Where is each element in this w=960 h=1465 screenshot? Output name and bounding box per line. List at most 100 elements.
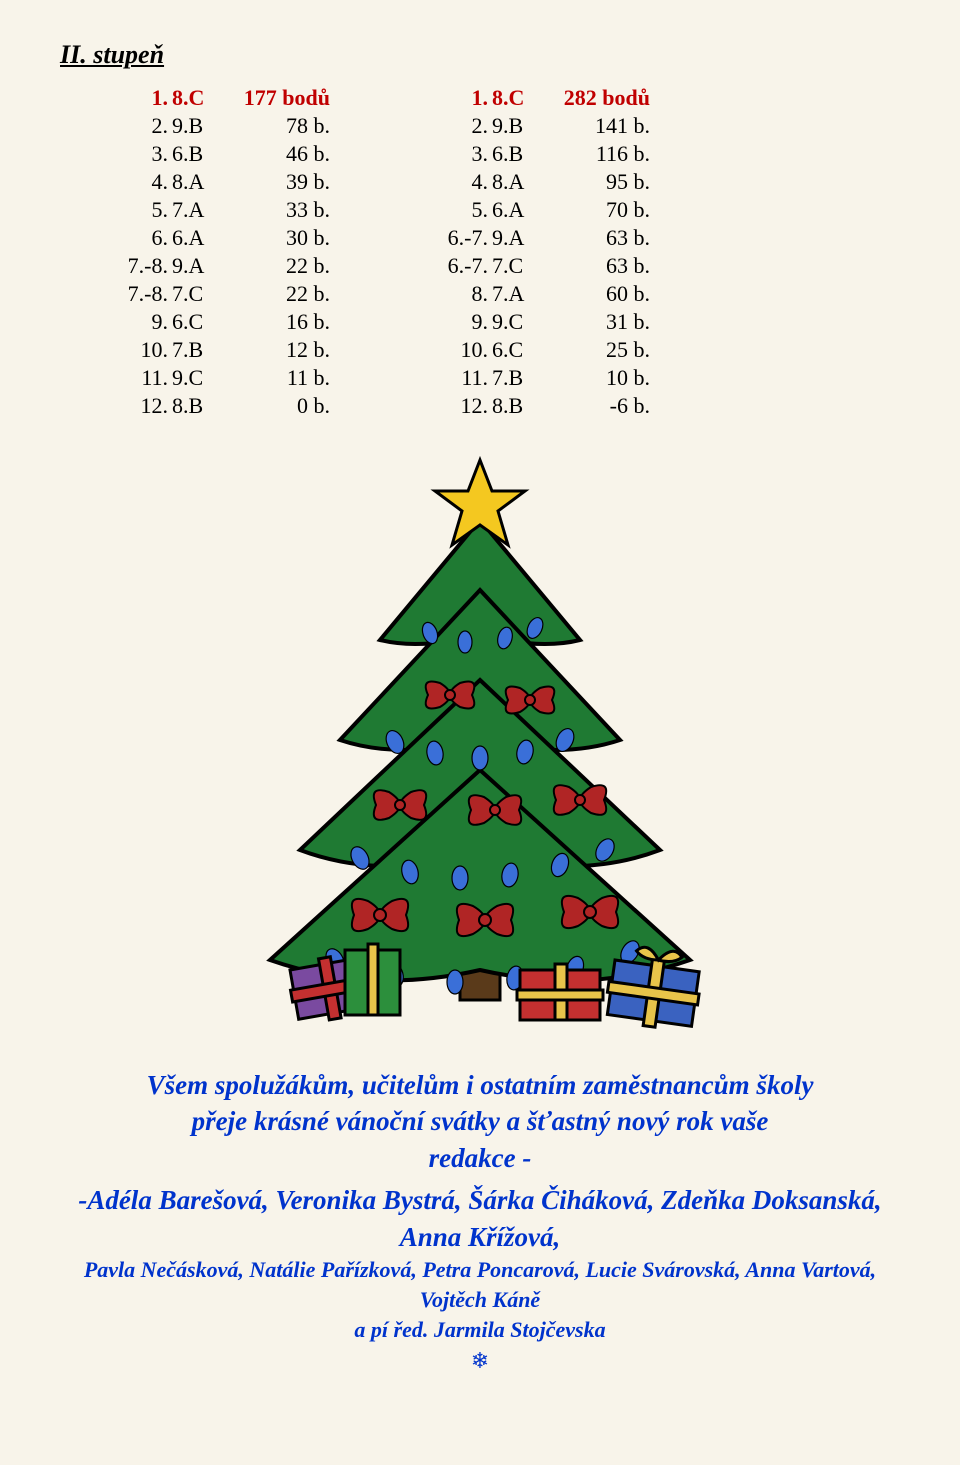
points-cell: 116 b. (550, 140, 650, 168)
table-row: 2.9.B78 b. (120, 112, 330, 140)
class-cell: 7.C (492, 252, 550, 280)
class-cell: 6.C (492, 336, 550, 364)
points-cell: 141 b. (550, 112, 650, 140)
rank-cell: 10. (120, 336, 172, 364)
rank-cell: 9. (120, 308, 172, 336)
class-cell: 9.B (492, 112, 550, 140)
rank-cell: 11. (440, 364, 492, 392)
table-row: 6.6.A30 b. (120, 224, 330, 252)
table-row: 1.8.C282 bodů (440, 84, 650, 112)
class-cell: 9.A (172, 252, 230, 280)
rank-cell: 5. (440, 196, 492, 224)
table-row: 6.-7.7.C63 b. (440, 252, 650, 280)
points-cell: 12 b. (230, 336, 330, 364)
points-cell: -6 b. (550, 392, 650, 420)
table-row: 11.9.C11 b. (120, 364, 330, 392)
class-cell: 7.C (172, 280, 230, 308)
points-cell: 63 b. (550, 224, 650, 252)
class-cell: 8.A (492, 168, 550, 196)
table-row: 5.7.A33 b. (120, 196, 330, 224)
points-cell: 282 bodů (550, 84, 650, 112)
class-cell: 9.C (172, 364, 230, 392)
points-cell: 22 b. (230, 280, 330, 308)
class-cell: 9.B (172, 112, 230, 140)
rank-cell: 4. (120, 168, 172, 196)
table-row: 4.8.A39 b. (120, 168, 330, 196)
points-cell: 177 bodů (230, 84, 330, 112)
table-row: 5.6.A70 b. (440, 196, 650, 224)
class-cell: 7.B (172, 336, 230, 364)
table-row: 10.7.B12 b. (120, 336, 330, 364)
table-row: 7.-8.7.C22 b. (120, 280, 330, 308)
class-cell: 8.B (172, 392, 230, 420)
names-line: -Adéla Barešová, Veronika Bystrá, Šárka … (78, 1185, 881, 1251)
rank-cell: 5. (120, 196, 172, 224)
rank-cell: 1. (120, 84, 172, 112)
table-row: 2.9.B141 b. (440, 112, 650, 140)
class-cell: 7.A (172, 196, 230, 224)
greeting-line: přeje krásné vánoční svátky a šťastný no… (192, 1106, 769, 1136)
names-line: a pí řed. Jarmila Stojčevska (354, 1317, 605, 1342)
names-line: Pavla Nečásková, Natálie Pařízková, Petr… (84, 1257, 876, 1282)
class-cell: 6.C (172, 308, 230, 336)
points-cell: 25 b. (550, 336, 650, 364)
rank-cell: 7.-8. (120, 280, 172, 308)
results-table-right: 1.8.C282 bodů2.9.B141 b.3.6.B116 b.4.8.A… (440, 84, 650, 420)
greeting-text: Všem spolužákům, učitelům i ostatním zam… (70, 1067, 890, 1176)
points-cell: 30 b. (230, 224, 330, 252)
rank-cell: 12. (440, 392, 492, 420)
tree-icon (220, 450, 740, 1040)
section-heading: II. stupeň (60, 40, 900, 70)
points-cell: 22 b. (230, 252, 330, 280)
rank-cell: 7.-8. (120, 252, 172, 280)
class-cell: 8.C (172, 84, 230, 112)
points-cell: 63 b. (550, 252, 650, 280)
points-cell: 10 b. (550, 364, 650, 392)
class-cell: 7.A (492, 280, 550, 308)
rank-cell: 2. (440, 112, 492, 140)
rank-cell: 4. (440, 168, 492, 196)
table-row: 9.9.C31 b. (440, 308, 650, 336)
class-cell: 8.A (172, 168, 230, 196)
points-cell: 60 b. (550, 280, 650, 308)
table-row: 1.8.C177 bodů (120, 84, 330, 112)
class-cell: 9.C (492, 308, 550, 336)
rank-cell: 8. (440, 280, 492, 308)
rank-cell: 12. (120, 392, 172, 420)
rank-cell: 1. (440, 84, 492, 112)
table-row: 3.6.B116 b. (440, 140, 650, 168)
rank-cell: 6. (120, 224, 172, 252)
class-cell: 6.B (172, 140, 230, 168)
names-line: Vojtěch Káně (420, 1287, 540, 1312)
rank-cell: 3. (120, 140, 172, 168)
points-cell: 70 b. (550, 196, 650, 224)
table-row: 11.7.B10 b. (440, 364, 650, 392)
rank-cell: 6.-7. (440, 224, 492, 252)
rank-cell: 11. (120, 364, 172, 392)
points-cell: 95 b. (550, 168, 650, 196)
table-row: 9.6.C16 b. (120, 308, 330, 336)
results-tables: 1.8.C177 bodů2.9.B78 b.3.6.B46 b.4.8.A39… (60, 84, 900, 420)
rank-cell: 3. (440, 140, 492, 168)
greeting-line: redakce - (429, 1143, 532, 1173)
names-block: -Adéla Barešová, Veronika Bystrá, Šárka … (60, 1182, 900, 1344)
table-row: 6.-7.9.A63 b. (440, 224, 650, 252)
points-cell: 0 b. (230, 392, 330, 420)
table-row: 8.7.A60 b. (440, 280, 650, 308)
class-cell: 6.A (172, 224, 230, 252)
points-cell: 33 b. (230, 196, 330, 224)
rank-cell: 10. (440, 336, 492, 364)
rank-cell: 2. (120, 112, 172, 140)
points-cell: 78 b. (230, 112, 330, 140)
table-row: 4.8.A95 b. (440, 168, 650, 196)
class-cell: 6.B (492, 140, 550, 168)
christmas-tree-illustration (60, 450, 900, 1045)
points-cell: 46 b. (230, 140, 330, 168)
points-cell: 16 b. (230, 308, 330, 336)
rank-cell: 6.-7. (440, 252, 492, 280)
points-cell: 31 b. (550, 308, 650, 336)
table-row: 10.6.C25 b. (440, 336, 650, 364)
greeting-line: Všem spolužákům, učitelům i ostatním zam… (147, 1070, 814, 1100)
table-row: 3.6.B46 b. (120, 140, 330, 168)
class-cell: 8.B (492, 392, 550, 420)
